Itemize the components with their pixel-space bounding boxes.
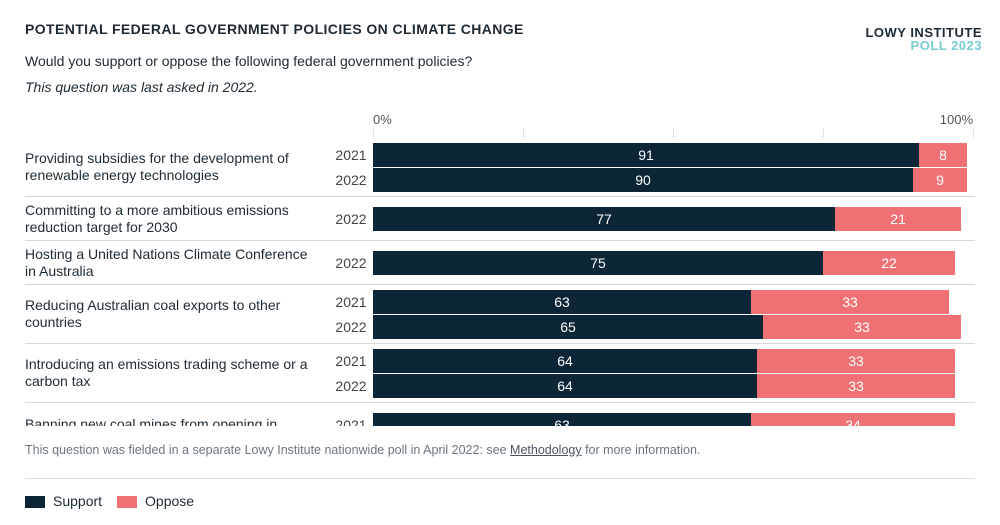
year-label: 2021	[335, 416, 367, 427]
category-label: Providing subsidies for the development …	[25, 150, 289, 183]
x-tick-label: 0%	[373, 112, 392, 127]
tick-mark	[823, 128, 824, 138]
bar-segment: 63	[373, 412, 751, 426]
category-label: Committing to a more ambitious emissions…	[25, 201, 289, 235]
year-label: 2022	[335, 318, 367, 335]
link[interactable]: Methodology	[510, 443, 582, 457]
year-label: 2022	[335, 254, 367, 271]
footnote-text: for more information.	[581, 443, 701, 457]
chart-subtitle: Would you support or oppose the followin…	[25, 53, 473, 69]
year-label: 2021	[335, 146, 367, 163]
legend-swatch	[117, 496, 138, 508]
bar-segment: 64	[373, 348, 757, 373]
bar-segment: 8	[919, 142, 967, 167]
legend-label: Oppose	[145, 493, 195, 509]
footnote-text: This question was fielded in a separate …	[25, 443, 511, 457]
year-label: 2021	[335, 352, 367, 369]
bar-segment: 22	[823, 250, 955, 275]
policy-group: Introducing an emissions trading scheme …	[25, 344, 975, 403]
policy-group: Banning new coal mines from opening in 20…	[25, 403, 975, 426]
plot-area: 0% 100% Providing subsidies for the develo…	[0, 108, 1000, 426]
policy-group: Providing subsidies for the development …	[25, 138, 975, 197]
year-label: 2021	[335, 293, 367, 310]
bar-segment: 9	[913, 167, 967, 192]
bar-segment: 33	[757, 373, 955, 398]
policy-group: Hosting a United Nations Climate Confere…	[25, 241, 975, 285]
x-tick-label: 100%	[939, 112, 973, 127]
tick-mark	[673, 128, 674, 138]
bar-segment: 75	[373, 250, 823, 275]
bar-segment: 33	[751, 289, 949, 314]
bar-segment: 65	[373, 314, 763, 339]
category-label: Hosting a United Nations Climate Confere…	[25, 245, 308, 279]
legend-swatch	[25, 496, 45, 508]
brand: LOWY INSTITUTE	[865, 25, 982, 40]
bar-segment: 34	[751, 412, 955, 426]
brand: POLL 2023	[910, 38, 982, 53]
bar-segment: 33	[757, 348, 955, 373]
category-label: Reducing Australian coal exports to othe…	[25, 297, 281, 330]
bar-segment: 33	[763, 314, 961, 339]
tick-mark	[523, 128, 524, 138]
divider	[25, 478, 975, 479]
category-label: Banning new coal mines from opening in	[25, 416, 278, 426]
bar-segment: 91	[373, 142, 919, 167]
policy-group: Reducing Australian coal exports to othe…	[25, 285, 975, 344]
chart-title: POTENTIAL FEDERAL GOVERNMENT POLICIES ON…	[25, 21, 524, 37]
chart-note: This question was last asked in 2022.	[25, 79, 258, 95]
year-label: 2022	[335, 171, 367, 188]
year-label: 2022	[335, 210, 367, 227]
year-label: 2022	[335, 377, 367, 394]
bar-segment: 77	[373, 206, 835, 231]
tick-mark	[373, 128, 374, 138]
footnote: This question was fielded in a separate …	[25, 443, 700, 457]
tick-mark	[973, 128, 974, 138]
bar-segment: 64	[373, 373, 757, 398]
legend-label: Support	[53, 493, 103, 509]
bar-segment: 63	[373, 289, 751, 314]
bar-segment: 21	[835, 206, 961, 231]
category-label: Introducing an emissions trading scheme …	[25, 356, 308, 389]
bar-segment: 90	[373, 167, 913, 192]
policy-group: Committing to a more ambitious emissions…	[25, 197, 975, 241]
